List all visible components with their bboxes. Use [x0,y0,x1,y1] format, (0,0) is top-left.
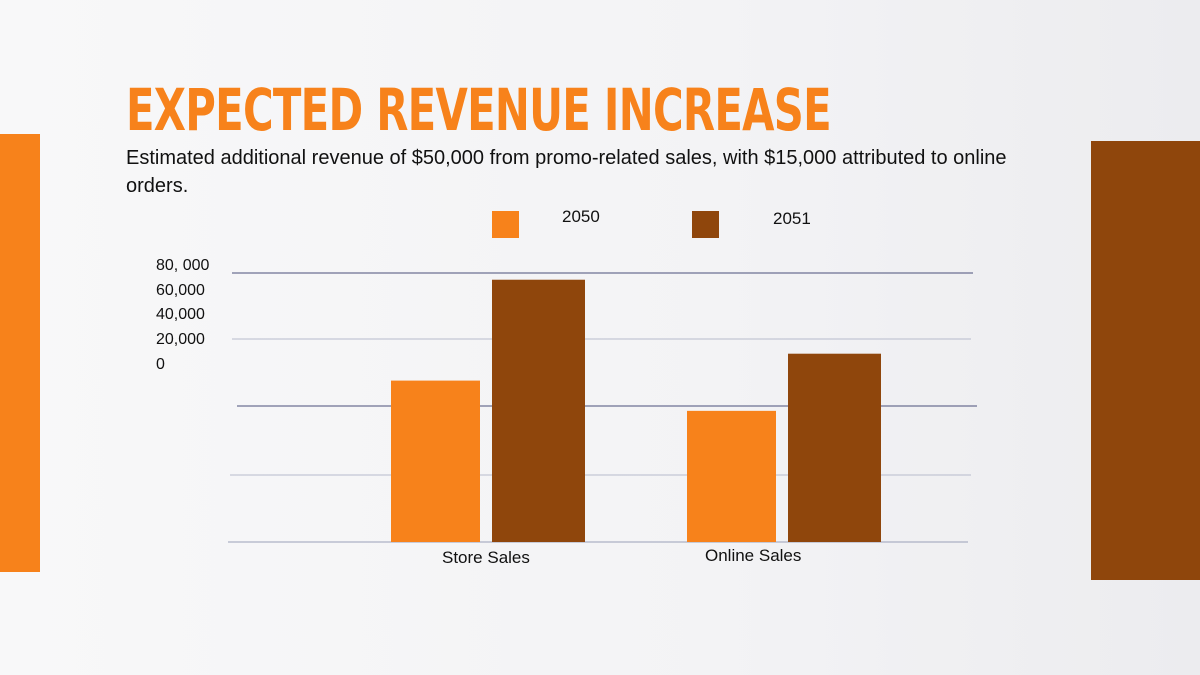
chart-bars [391,279,881,542]
slide-title: EXPECTED REVENUE INCREASE [126,76,832,144]
slide-subtitle: Estimated additional revenue of $50,000 … [126,147,1007,197]
legend-swatch-2050 [492,211,519,238]
y-tick-label: 80, 000 [156,257,210,274]
legend-label-2051: 2051 [773,209,811,228]
legend-label-2050: 2050 [562,207,600,226]
x-category-label-store-sales: Store Sales [442,548,530,567]
x-category-label-online-sales: Online Sales [705,546,802,565]
y-tick-label: 0 [156,356,165,373]
y-tick-label: 20,000 [156,331,205,348]
y-tick-label: 60,000 [156,282,205,299]
left-accent-bar [0,134,40,572]
legend-swatch-2051 [692,211,719,238]
right-accent-bar [1091,141,1200,580]
y-tick-label: 40,000 [156,306,205,323]
bar-store-sales-2050 [391,380,480,542]
bar-store-sales-2051 [492,279,585,542]
bar-online-sales-2051 [788,353,881,542]
bar-online-sales-2050 [687,410,776,542]
